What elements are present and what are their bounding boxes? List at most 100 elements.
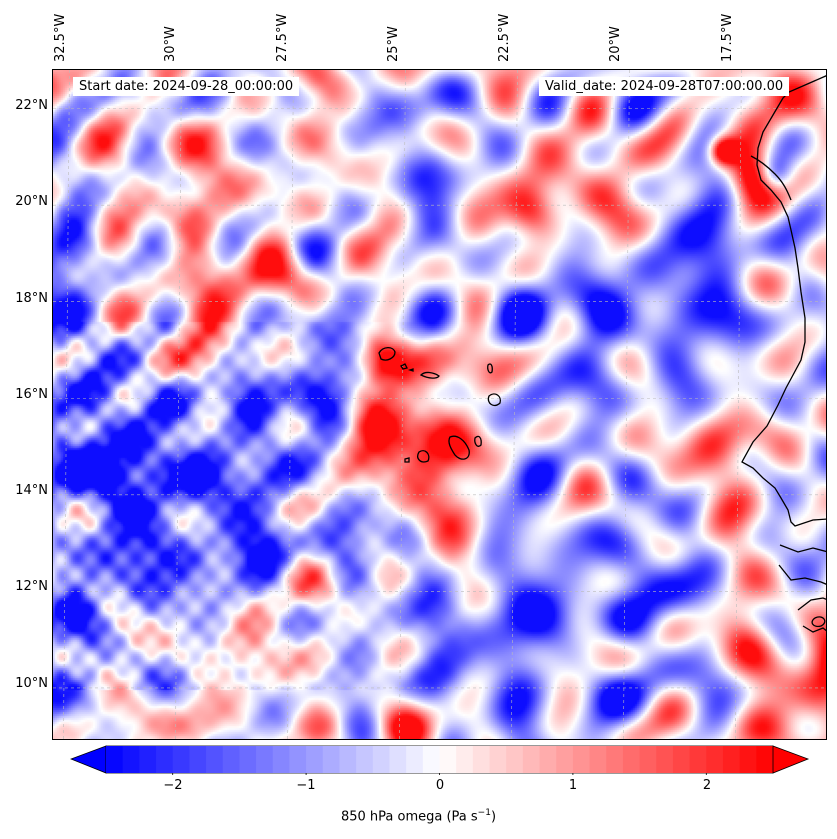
santa-luzia-island [407, 368, 414, 372]
fogo-island [417, 450, 430, 463]
lon-label: 20°W [608, 26, 623, 62]
colorbar-step [689, 746, 707, 773]
colorbar-tick-label: −1 [296, 778, 316, 793]
colorbar-tick-label: −2 [163, 778, 183, 793]
colorbar-tick-label: 1 [568, 778, 578, 793]
maio-island [474, 435, 482, 447]
map-overlay [53, 70, 826, 739]
meridian-line [735, 70, 742, 739]
colorbar-step [339, 746, 357, 773]
colorbar-extend-max [772, 745, 810, 774]
bissagos-coast [797, 597, 826, 611]
lat-label: 18°N [15, 291, 48, 306]
colorbar-step [656, 746, 674, 773]
colorbar-step [572, 746, 591, 773]
colorbar-step [556, 746, 574, 773]
arguin-coast [750, 155, 792, 201]
start-date-label: Start date: 2024-09-28_00:00:00 [73, 77, 300, 96]
colorbar-step [189, 746, 207, 773]
colorbar-step [672, 746, 691, 773]
sao-vicente-island [400, 363, 408, 370]
colorbar-tick-label: 2 [702, 778, 712, 793]
meridian-line [511, 70, 518, 739]
colorbar-step [539, 746, 557, 773]
colorbar-step [439, 746, 457, 773]
colorbar-step [272, 746, 290, 773]
guinea-coast [802, 625, 826, 633]
casamance-coast [778, 564, 826, 585]
lon-label: 32.5°W [53, 13, 68, 62]
colorbar-step [639, 746, 657, 773]
colorbar-label-text: 850 hPa omega (Pa s [340, 809, 478, 825]
colorbar-graphic [69, 745, 810, 777]
lat-label: 22°N [15, 98, 48, 113]
colorbar-step [506, 746, 524, 773]
lon-label: 17.5°W [720, 13, 735, 62]
sal-island [487, 363, 493, 374]
colorbar-step [156, 746, 174, 773]
colorbar-step [622, 746, 641, 773]
colorbar-step [489, 746, 507, 773]
colorbar-step [239, 746, 257, 773]
colorbar-step [739, 746, 757, 773]
colorbar-step [589, 746, 607, 773]
meridian-line [623, 70, 630, 739]
colorbar-step [322, 746, 340, 773]
colorbar-step [139, 746, 157, 773]
colorbar-step [306, 746, 324, 773]
colorbar-step [522, 746, 541, 773]
lat-label: 16°N [15, 387, 48, 402]
lat-label: 12°N [15, 579, 48, 594]
valid-date-label: Valid_date: 2024-09-28T07:00:00.00 [539, 77, 790, 96]
colorbar-step [756, 746, 774, 773]
colorbar-tick-label: 0 [435, 778, 445, 793]
colorbar-step [206, 746, 224, 773]
colorbar-step [106, 746, 124, 773]
lat-label: 10°N [15, 676, 48, 691]
meridian-line [287, 70, 294, 739]
omega-field [53, 70, 826, 739]
colorbar-step [289, 746, 307, 773]
colorbar-step [406, 746, 424, 773]
colorbar-steps [106, 746, 774, 773]
colorbar-step [456, 746, 474, 773]
meridian-line [399, 70, 406, 739]
lat-label: 14°N [15, 483, 48, 498]
colorbar-step [606, 746, 624, 773]
lon-label: 30°W [163, 26, 178, 62]
colorbar-label-exponent: −1 [477, 808, 491, 818]
gambia-river [779, 544, 826, 553]
colorbar-step [372, 746, 390, 773]
colorbar-step [172, 746, 190, 773]
colorbar-step [222, 746, 240, 773]
colorbar-step [422, 746, 440, 773]
colorbar [69, 745, 810, 779]
lat-label: 20°N [15, 194, 48, 209]
meridian-line [63, 70, 70, 739]
colorbar-step [356, 746, 374, 773]
map-panel [52, 69, 827, 740]
colorbar-step [256, 746, 274, 773]
boa-vista-island [487, 393, 501, 407]
colorbar-label: 850 hPa omega (Pa s−1) [0, 808, 837, 824]
lon-label: 25°W [386, 26, 401, 62]
africa-coastline [741, 75, 826, 527]
meridian-line [175, 70, 182, 739]
coastline [378, 75, 826, 633]
colorbar-step [122, 746, 140, 773]
santiago-island [448, 435, 470, 460]
gridlines [53, 70, 826, 739]
sao-nicolau-island [419, 371, 440, 379]
bijagos-island [811, 616, 826, 628]
colorbar-label-end: ) [490, 809, 497, 825]
brava-island [404, 457, 410, 463]
lon-label: 22.5°W [497, 13, 512, 62]
colorbar-step [722, 746, 741, 773]
colorbar-step [706, 746, 724, 773]
lon-label: 27.5°W [275, 13, 290, 62]
santo-antao-island [378, 346, 396, 361]
colorbar-step [389, 746, 407, 773]
colorbar-step [472, 746, 491, 773]
colorbar-extend-min [69, 745, 107, 774]
